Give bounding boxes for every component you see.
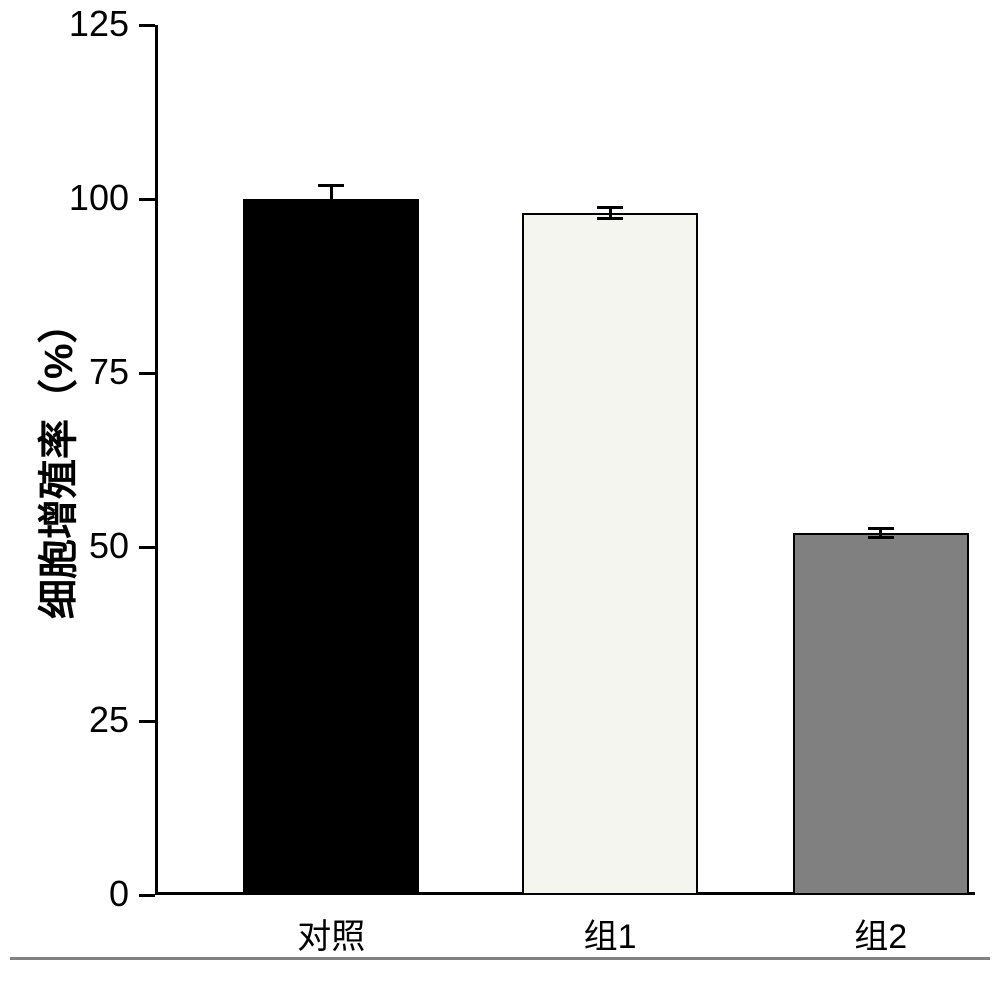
y-tick	[139, 894, 155, 897]
y-tick	[139, 372, 155, 375]
error-bar-cap	[597, 206, 623, 209]
bar	[243, 199, 419, 895]
y-tick-label: 125	[49, 3, 129, 45]
error-bar	[330, 185, 333, 213]
error-bar-cap	[318, 211, 344, 214]
y-tick	[139, 24, 155, 27]
y-tick-label: 0	[49, 873, 129, 915]
y-tick-label: 100	[49, 177, 129, 219]
error-bar-cap	[318, 184, 344, 187]
x-tick-label: 组2	[781, 909, 981, 958]
bar	[793, 533, 969, 895]
error-bar-cap	[597, 217, 623, 220]
y-tick	[139, 198, 155, 201]
y-axis-label: 细胞增殖率（%）	[26, 319, 84, 619]
bar	[522, 213, 698, 895]
bottom-rule	[10, 957, 990, 960]
y-tick	[139, 720, 155, 723]
error-bar-cap	[868, 527, 894, 530]
x-tick-label: 组1	[510, 909, 710, 958]
y-tick-label: 25	[49, 699, 129, 741]
y-tick	[139, 546, 155, 549]
bar-chart: 0255075100125 对照组1组2 细胞增殖率（%）	[0, 0, 1000, 990]
x-tick-label: 对照	[231, 909, 431, 958]
error-bar-cap	[868, 536, 894, 539]
